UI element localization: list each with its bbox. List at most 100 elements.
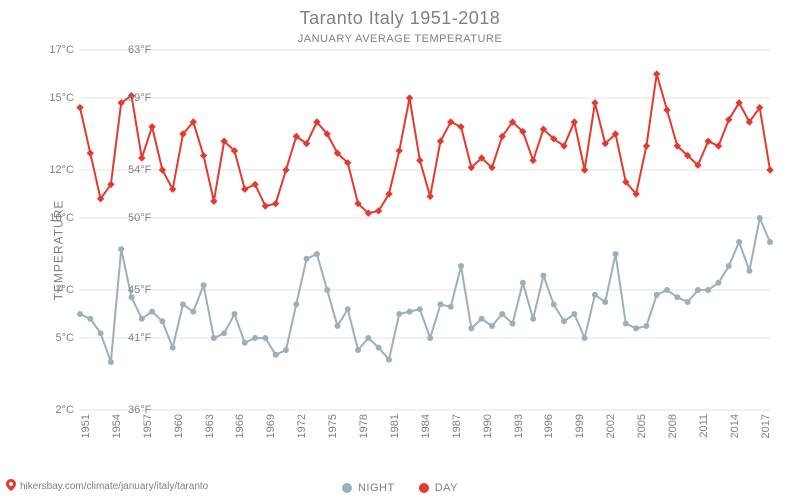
ytick-fahrenheit: 50°F bbox=[128, 212, 151, 224]
xtick-year: 1978 bbox=[358, 414, 370, 438]
marker-day bbox=[201, 153, 207, 159]
marker-night bbox=[726, 264, 731, 269]
marker-night bbox=[345, 307, 350, 312]
xtick-year: 1999 bbox=[574, 414, 586, 438]
marker-day bbox=[643, 143, 649, 149]
marker-night bbox=[98, 331, 103, 336]
marker-day bbox=[530, 157, 536, 163]
marker-night bbox=[335, 324, 340, 329]
marker-night bbox=[685, 300, 690, 305]
marker-night bbox=[489, 324, 494, 329]
marker-night bbox=[397, 312, 402, 317]
marker-night bbox=[582, 336, 587, 341]
marker-day bbox=[458, 124, 464, 130]
legend-label-day: DAY bbox=[435, 482, 458, 494]
marker-day bbox=[396, 148, 402, 154]
marker-night bbox=[150, 309, 155, 314]
marker-day bbox=[716, 143, 722, 149]
xtick-year: 1981 bbox=[389, 414, 401, 438]
ytick-celsius: 5°C bbox=[34, 332, 74, 344]
marker-night bbox=[654, 292, 659, 297]
marker-night bbox=[665, 288, 670, 293]
climate-chart: Taranto Italy 1951-2018 JANUARY AVERAGE … bbox=[0, 0, 800, 500]
marker-night bbox=[572, 312, 577, 317]
ytick-celsius: 10°C bbox=[34, 212, 74, 224]
marker-night bbox=[78, 312, 83, 317]
ytick-fahrenheit: 41°F bbox=[128, 332, 151, 344]
xtick-year: 2005 bbox=[636, 414, 648, 438]
marker-night bbox=[459, 264, 464, 269]
marker-night bbox=[438, 302, 443, 307]
marker-day bbox=[571, 119, 577, 125]
marker-night bbox=[242, 340, 247, 345]
marker-night bbox=[603, 300, 608, 305]
xtick-year: 1987 bbox=[451, 414, 463, 438]
marker-night bbox=[448, 304, 453, 309]
marker-day bbox=[211, 198, 217, 204]
marker-day bbox=[417, 157, 423, 163]
xtick-year: 2017 bbox=[760, 414, 772, 438]
marker-night bbox=[469, 326, 474, 331]
marker-night bbox=[273, 352, 278, 357]
marker-night bbox=[160, 319, 165, 324]
xtick-year: 1954 bbox=[111, 414, 123, 438]
xtick-year: 1966 bbox=[234, 414, 246, 438]
ytick-celsius: 15°C bbox=[34, 92, 74, 104]
ytick-celsius: 17°C bbox=[34, 44, 74, 56]
legend: NIGHT DAY bbox=[342, 482, 458, 494]
map-pin-icon bbox=[6, 479, 16, 494]
marker-night bbox=[263, 336, 268, 341]
series-line-day bbox=[80, 74, 770, 213]
marker-night bbox=[623, 321, 628, 326]
attribution: hikersbay.com/climate/january/italy/tara… bbox=[6, 479, 208, 494]
xtick-year: 1951 bbox=[80, 414, 92, 438]
marker-night bbox=[366, 336, 371, 341]
marker-night bbox=[119, 247, 124, 252]
marker-night bbox=[541, 273, 546, 278]
marker-day bbox=[705, 138, 711, 144]
marker-night bbox=[551, 302, 556, 307]
legend-swatch-night bbox=[342, 483, 352, 493]
ytick-fahrenheit: 54°F bbox=[128, 164, 151, 176]
marker-night bbox=[675, 295, 680, 300]
marker-night bbox=[201, 283, 206, 288]
marker-night bbox=[304, 256, 309, 261]
xtick-year: 1957 bbox=[142, 414, 154, 438]
marker-day bbox=[592, 100, 598, 106]
marker-night bbox=[356, 348, 361, 353]
marker-day bbox=[242, 186, 248, 192]
ytick-fahrenheit: 45°F bbox=[128, 284, 151, 296]
marker-night bbox=[211, 336, 216, 341]
marker-night bbox=[294, 302, 299, 307]
ytick-fahrenheit: 63°F bbox=[128, 44, 151, 56]
marker-night bbox=[737, 240, 742, 245]
xtick-year: 1969 bbox=[265, 414, 277, 438]
chart-svg bbox=[80, 50, 770, 410]
marker-night bbox=[253, 336, 258, 341]
marker-night bbox=[716, 280, 721, 285]
marker-night bbox=[386, 357, 391, 362]
marker-night bbox=[88, 316, 93, 321]
marker-night bbox=[139, 316, 144, 321]
marker-night bbox=[613, 252, 618, 257]
marker-day bbox=[654, 71, 660, 77]
marker-night bbox=[510, 321, 515, 326]
marker-night bbox=[695, 288, 700, 293]
marker-night bbox=[768, 240, 773, 245]
xtick-year: 1975 bbox=[327, 414, 339, 438]
marker-night bbox=[283, 348, 288, 353]
attribution-text: hikersbay.com/climate/january/italy/tara… bbox=[20, 481, 208, 492]
xtick-year: 1984 bbox=[420, 414, 432, 438]
marker-night bbox=[314, 252, 319, 257]
marker-night bbox=[108, 360, 113, 365]
marker-night bbox=[531, 316, 536, 321]
marker-night bbox=[757, 216, 762, 221]
ytick-celsius: 2°C bbox=[34, 404, 74, 416]
marker-night bbox=[180, 302, 185, 307]
xtick-year: 1993 bbox=[513, 414, 525, 438]
legend-swatch-day bbox=[419, 483, 429, 493]
marker-night bbox=[428, 336, 433, 341]
ytick-fahrenheit: 59°F bbox=[128, 92, 151, 104]
marker-day bbox=[139, 155, 145, 161]
marker-night bbox=[407, 309, 412, 314]
